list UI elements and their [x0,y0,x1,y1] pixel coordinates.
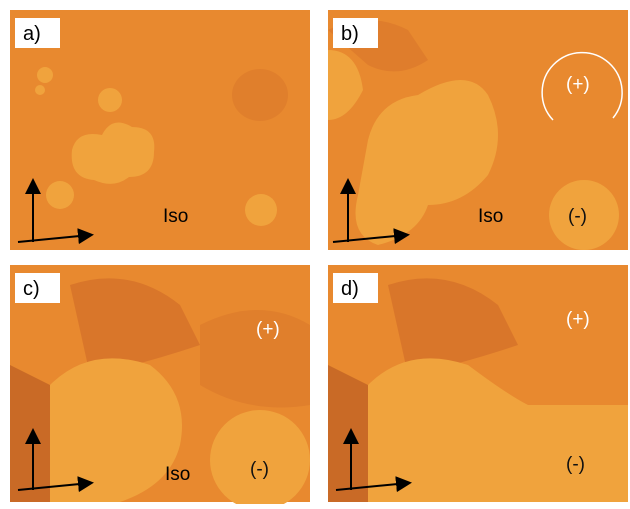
panel-a: a) Iso [10,10,310,250]
annotation: Iso [165,464,190,485]
panel-label: a) [23,23,41,45]
panel-label: b) [341,23,359,45]
annotation: (+) [566,309,590,330]
panel-d: d) (+) (-) [328,265,628,502]
panel-b: b) (+) Iso (-) [328,10,628,250]
panel-c: c) (+) Iso (-) [10,265,310,504]
annotation: (+) [256,319,280,340]
annotation: (-) [566,454,585,475]
panel-label: c) [23,278,40,300]
annotation: Iso [163,206,188,227]
annotation: Iso [478,206,503,227]
panel-label: d) [341,278,359,300]
annotation: (-) [250,459,269,480]
annotation: (+) [566,74,590,95]
figure: a) Iso b) (+) Iso (-) c) (+) Iso (-) [0,0,630,504]
annotation: (-) [568,206,587,227]
